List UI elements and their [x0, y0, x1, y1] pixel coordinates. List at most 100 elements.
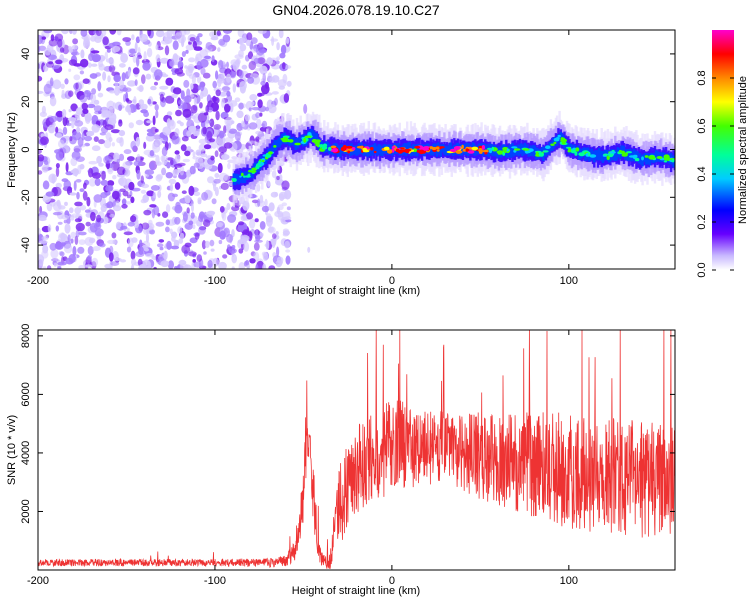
noise-speckle [112, 239, 118, 245]
noise-speckle [79, 204, 87, 211]
noise-speckle [254, 68, 263, 72]
noise-speckle [49, 115, 57, 123]
noise-speckle [250, 37, 258, 44]
ridge-blob [245, 175, 251, 178]
noise-speckle [114, 86, 120, 96]
ridge-blob [345, 145, 353, 149]
noise-speckle [155, 110, 159, 119]
noise-speckle [285, 37, 290, 44]
noise-speckle [219, 91, 227, 97]
noise-speckle [42, 266, 47, 269]
noise-speckle [167, 260, 174, 269]
noise-speckle [82, 78, 90, 84]
noise-speckle [58, 205, 66, 210]
x-tick-label: -100 [204, 275, 226, 287]
noise-speckle [74, 218, 82, 223]
ridge-blob [656, 156, 663, 159]
noise-speckle [57, 266, 62, 269]
noise-speckle [103, 139, 112, 149]
noise-speckle [93, 105, 102, 113]
noise-speckle [75, 179, 82, 183]
noise-speckle [155, 30, 165, 38]
noise-speckle [178, 238, 184, 244]
noise-speckle [282, 61, 286, 70]
noise-speckle [200, 153, 208, 158]
ridge-blob [268, 151, 273, 155]
ridge-blob [496, 150, 504, 154]
spectrogram-x-ticks: -200 -100 0 100 [27, 30, 578, 287]
noise-speckle [251, 107, 261, 111]
ridge-blob [288, 139, 294, 143]
noise-speckle [193, 96, 198, 106]
noise-speckle [140, 198, 147, 204]
noise-speckle [180, 144, 187, 152]
noise-speckle [100, 179, 109, 186]
noise-speckle [262, 73, 267, 84]
noise-speckle [83, 38, 91, 49]
colorbar-gradient [712, 30, 734, 270]
noise-speckle [236, 122, 243, 132]
noise-speckle [174, 128, 180, 137]
noise-speckle [220, 182, 229, 190]
ridge-band [521, 144, 524, 156]
noise-speckle [42, 244, 49, 254]
ridge-blob [467, 150, 475, 154]
noise-speckle [96, 155, 102, 164]
noise-speckle [174, 150, 180, 155]
noise-speckle [240, 234, 250, 242]
ridge-blob [488, 148, 493, 154]
ridge-band [463, 143, 466, 154]
noise-speckle [47, 224, 52, 233]
noise-speckle [264, 198, 268, 207]
noise-speckle [272, 233, 277, 239]
noise-speckle [161, 154, 166, 166]
noise-speckle [75, 156, 85, 163]
x-tick-label: 0 [389, 275, 395, 287]
noise-speckle [142, 240, 151, 249]
noise-speckle [38, 75, 43, 82]
noise-speckle [40, 136, 49, 146]
noise-speckle [49, 242, 57, 251]
ridge-blob [351, 147, 356, 151]
noise-speckle [105, 58, 114, 63]
noise-speckle [118, 79, 125, 90]
ridge-band [501, 144, 504, 156]
ridge-blob [663, 160, 668, 163]
noise-speckle [156, 243, 164, 248]
noise-speckle [170, 159, 174, 166]
ridge-blob [391, 146, 396, 149]
ridge-band [549, 141, 553, 150]
noise-speckle [59, 251, 65, 257]
noise-speckle [159, 93, 164, 102]
noise-speckle [135, 251, 145, 258]
noise-speckle [80, 58, 89, 68]
noise-speckle [73, 74, 81, 81]
ridge-blob [255, 165, 260, 170]
noise-speckle [216, 78, 225, 84]
noise-speckle [58, 147, 67, 155]
noise-speckle [162, 126, 172, 136]
noise-speckle [156, 173, 163, 180]
noise-speckle [121, 198, 127, 205]
noise-speckle [93, 136, 99, 143]
noise-speckle [80, 49, 85, 59]
noise-speckle [174, 216, 181, 225]
noise-speckle [146, 120, 153, 124]
noise-speckle [55, 59, 63, 65]
noise-speckle [146, 128, 153, 133]
noise-speckle [221, 98, 225, 108]
noise-speckle [127, 69, 131, 77]
ridge-band [354, 146, 357, 155]
noise-speckle [142, 62, 151, 71]
noise-speckle [77, 137, 84, 147]
ridge-blob [418, 149, 425, 155]
noise-speckle [173, 239, 180, 248]
noise-speckle [152, 134, 162, 140]
noise-speckle [179, 122, 184, 127]
noise-speckle [283, 93, 290, 103]
noise-speckle [158, 239, 165, 243]
noise-speckle [64, 78, 69, 85]
noise-speckle [257, 57, 266, 65]
noise-speckle [82, 108, 89, 115]
ridge-spur [303, 103, 308, 114]
